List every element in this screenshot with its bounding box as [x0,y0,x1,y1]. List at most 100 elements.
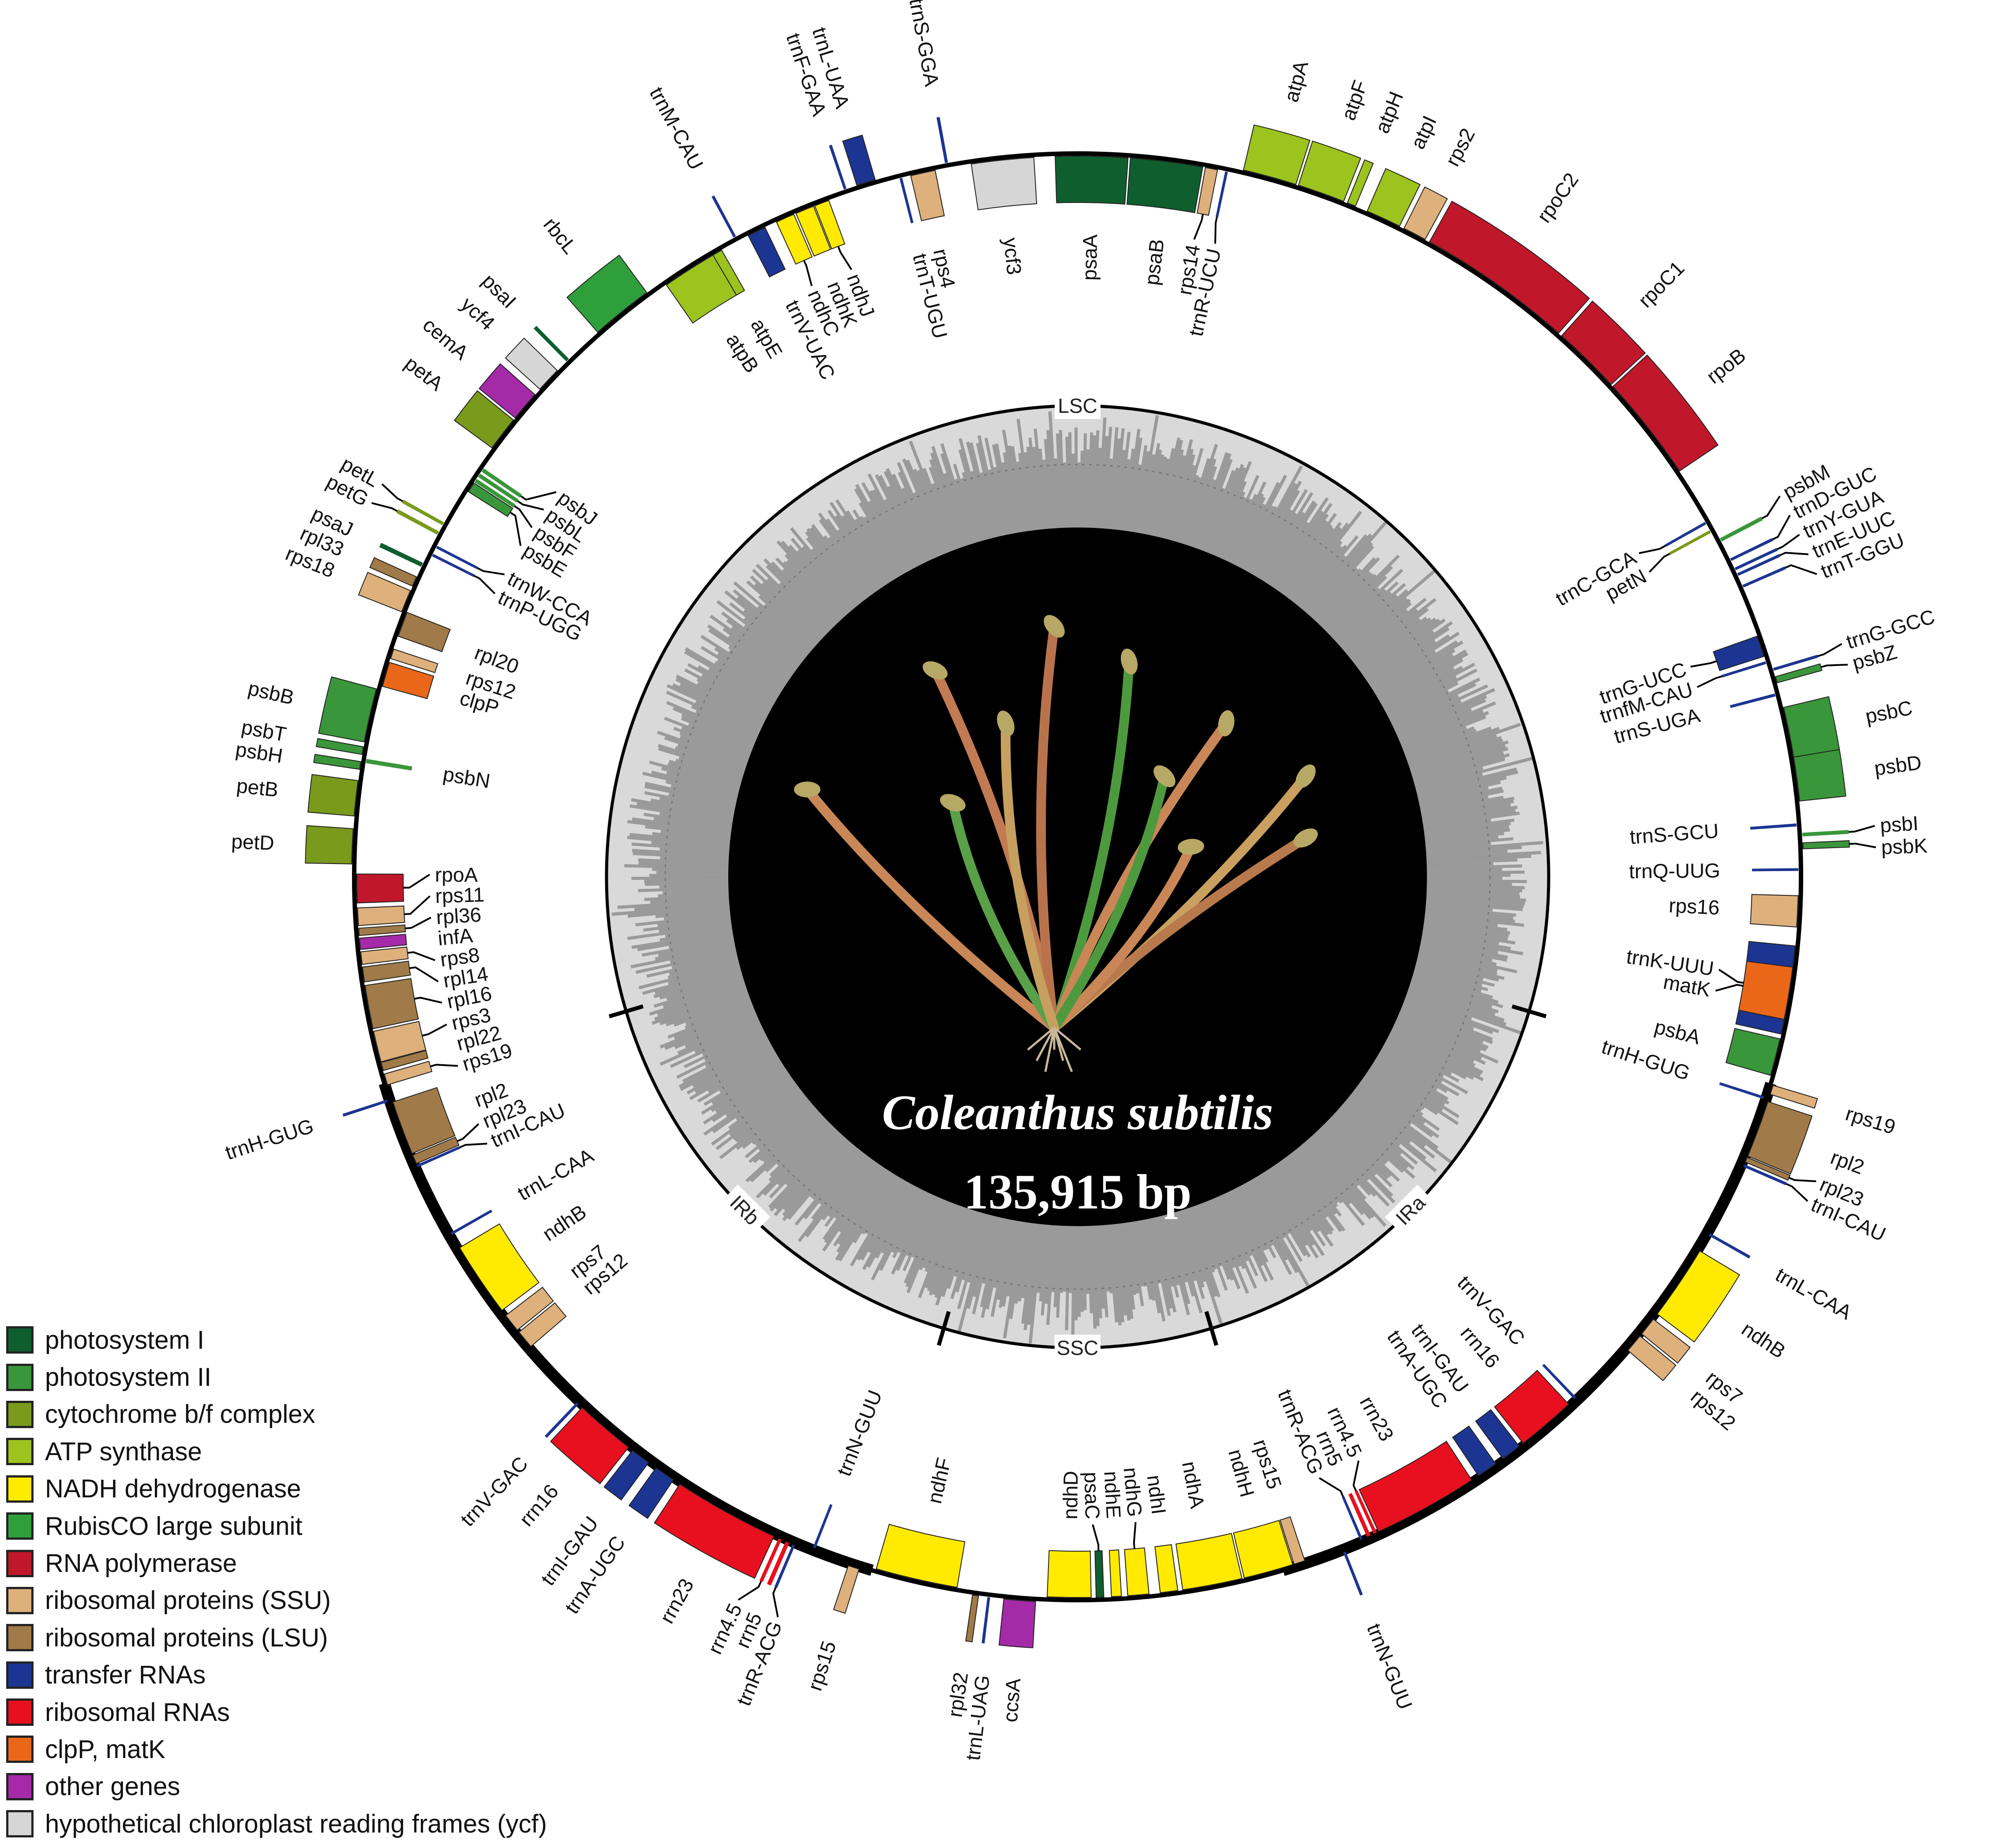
gene-atpB[interactable] [666,254,737,324]
gene-rrn4.5[interactable] [759,1538,782,1582]
gene-rps3[interactable] [373,1021,427,1062]
gene-trnT-UGU[interactable] [899,178,914,224]
gene-rps15[interactable] [1279,1516,1306,1565]
gene-trnR-ACG[interactable] [1342,1496,1363,1540]
gene-petB[interactable] [307,774,359,817]
gene-rps12[interactable] [390,648,438,673]
gene-trnI-CAU[interactable] [417,1146,461,1167]
gene-psbN[interactable] [366,759,412,771]
gene-petD[interactable] [305,825,354,864]
gene-trnR-ACG[interactable] [774,1544,795,1588]
gene-trnL-CAA[interactable] [1708,1233,1751,1259]
gene-trnY-GUA[interactable] [1734,548,1778,570]
gene-atpA[interactable] [1243,124,1311,185]
gene-psbA[interactable] [1725,1028,1781,1076]
gene-psaA[interactable] [1055,156,1129,205]
gene-rps16[interactable] [1750,894,1799,928]
gene-petA[interactable] [453,390,514,449]
gene-rpoC2[interactable] [1429,201,1590,334]
gene-rps7[interactable] [505,1287,554,1331]
gene-infA[interactable] [359,934,407,950]
gene-atpH[interactable] [1347,159,1374,207]
gene-trnS-GGA[interactable] [936,117,948,163]
gene-rps12[interactable] [518,1302,567,1347]
gene-psbZ[interactable] [1775,663,1823,684]
gene-trnD-GUC[interactable] [1730,538,1773,561]
gene-rrn5[interactable] [1348,1493,1371,1537]
gene-rps19[interactable] [384,1061,433,1085]
gene-rps4[interactable] [910,170,945,221]
gene-trnP-UGG[interactable] [432,554,475,577]
gene-trnI-GAU[interactable] [603,1450,649,1501]
gene-ndhC[interactable] [775,213,813,265]
gene-trnH-GUG[interactable] [1719,1082,1764,1099]
gene-trnE-UUC[interactable] [1737,554,1781,576]
gene-trnL-UAG[interactable] [981,1597,990,1644]
gene-petG[interactable] [396,509,439,535]
gene-psbE[interactable] [468,482,513,517]
gene-trnF-GAA[interactable] [829,145,847,190]
gene-rbcL[interactable] [566,254,648,333]
gene-rps15[interactable] [833,1565,860,1614]
gene-ccsA[interactable] [998,1598,1036,1649]
gene-rpl36[interactable] [358,924,406,936]
gene-petL[interactable] [401,500,444,525]
gene-psaB[interactable] [1126,157,1203,213]
gene-rps19[interactable] [1770,1085,1818,1109]
gene-rpl23[interactable] [1745,1156,1791,1181]
gene-rpl14[interactable] [362,961,411,983]
gene-rpl2[interactable] [392,1087,456,1154]
gene-rps7[interactable] [1641,1318,1691,1364]
gene-trnA-UGC[interactable] [628,1467,674,1519]
gene-cemA[interactable] [478,363,535,419]
gene-psbB[interactable] [318,676,377,743]
gene-trnT-GGU[interactable] [1742,566,1786,588]
gene-ndhH[interactable] [1233,1520,1293,1579]
gene-ndhA[interactable] [1175,1533,1243,1590]
gene-psbF[interactable] [474,479,516,508]
gene-psbM[interactable] [1720,516,1763,542]
gene-trnS-UGA[interactable] [1730,693,1775,708]
gene-trnA-UGC[interactable] [1452,1425,1497,1477]
gene-psbL[interactable] [478,473,519,503]
gene-rrn5[interactable] [767,1541,790,1586]
gene-psbJ[interactable] [481,468,522,498]
gene-atpI[interactable] [1367,168,1421,227]
gene-psaJ[interactable] [379,542,423,567]
gene-psbD[interactable] [1793,749,1846,802]
gene-rpl2[interactable] [1747,1101,1813,1175]
gene-psbC[interactable] [1783,696,1840,758]
gene-psbT[interactable] [315,738,364,755]
gene-trnV-UAC[interactable] [748,227,786,278]
gene-trnW-CCA[interactable] [436,546,479,570]
gene-trnI-GAU[interactable] [1475,1409,1520,1459]
gene-ndhE[interactable] [1108,1549,1122,1597]
gene-ndhB[interactable] [459,1223,540,1311]
gene-rrn23[interactable] [654,1483,775,1579]
gene-trnG-UCC[interactable] [1713,636,1764,671]
gene-trnN-GUU[interactable] [813,1504,833,1549]
gene-ycf4[interactable] [505,337,558,390]
gene-ycf3[interactable] [970,157,1037,210]
gene-petN[interactable] [1669,530,1711,555]
gene-trnV-GAC[interactable] [1542,1364,1576,1399]
gene-rps11[interactable] [357,905,405,926]
gene-trnG-GCC[interactable] [1773,655,1818,671]
gene-trnN-GUU[interactable] [1343,1551,1363,1596]
gene-trnI-CAU[interactable] [1743,1164,1787,1186]
gene-ndhF[interactable] [876,1523,966,1588]
gene-rps8[interactable] [360,946,409,965]
gene-psaC[interactable] [1094,1550,1105,1598]
gene-ndhI[interactable] [1154,1544,1179,1594]
gene-trnC-GCA[interactable] [1664,522,1707,547]
gene-trnQ-UUG[interactable] [1752,868,1798,872]
gene-rpoB[interactable] [1612,354,1719,472]
gene-psbH[interactable] [313,754,361,770]
gene-ndhJ[interactable] [814,200,846,250]
gene-atpE[interactable] [712,249,745,296]
gene-trnL-CAA[interactable] [450,1209,493,1235]
gene-rpl33[interactable] [369,557,417,587]
gene-atpF[interactable] [1298,140,1361,202]
gene-trnV-GAC[interactable] [544,1402,579,1438]
gene-rrn23[interactable] [1359,1440,1472,1533]
